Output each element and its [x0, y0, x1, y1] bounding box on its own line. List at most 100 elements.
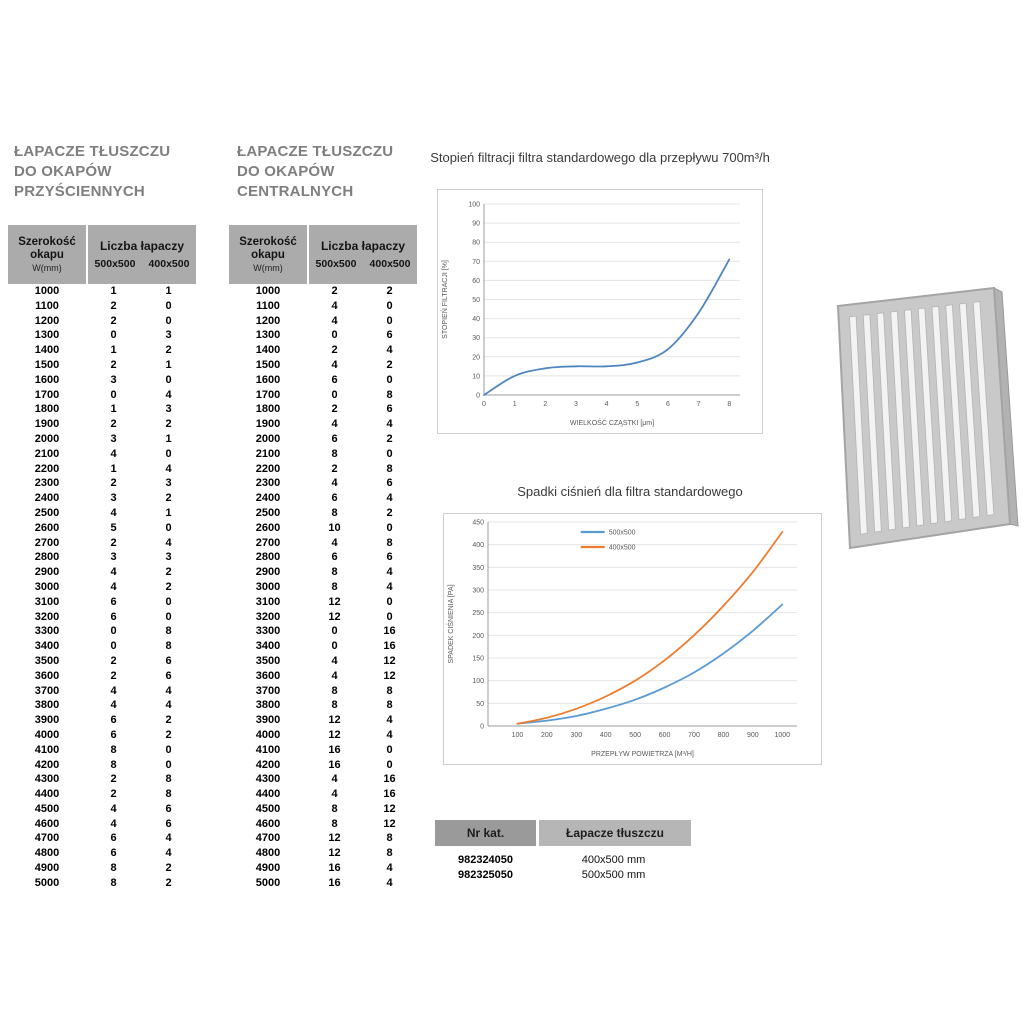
hood-width-cell: 4600 — [34, 817, 60, 830]
filter-count-cell: 12 — [328, 728, 341, 741]
filter-count-cell: 16 — [383, 640, 396, 653]
filter-count-cell: 3 — [165, 551, 172, 564]
filter-count-cell: 0 — [386, 758, 393, 771]
wall-hoods-row: 1400 1 2 — [8, 343, 196, 358]
filter-count-cell: 8 — [331, 817, 338, 830]
filter-count-cell: 4 — [110, 506, 117, 519]
hood-width-cell: 4900 — [34, 862, 60, 875]
hood-width-cell: 1900 — [255, 418, 281, 431]
central-hoods-row: 4400 4 16 — [229, 787, 417, 802]
filter-count-cell: 6 — [386, 477, 393, 490]
wall-hoods-row: 4200 8 0 — [8, 758, 196, 773]
filter-count-cell: 2 — [165, 876, 172, 889]
y-tick-label: 450 — [472, 520, 484, 527]
hood-width-cell: 5000 — [255, 876, 281, 889]
filtration-chart: 0 10 20 30 40 50 60 70 80 90 100 0 1 2 3 4 5 6 7 8 WIELKOŚĆ … — [437, 189, 763, 434]
hood-width-cell: 5000 — [34, 876, 60, 889]
filter-count-cell: 4 — [386, 566, 393, 579]
hood-width-cell: 4100 — [255, 743, 281, 756]
y-tick-label: 100 — [472, 678, 484, 685]
hood-width-cell: 2500 — [255, 506, 281, 519]
hood-width-cell: 3700 — [255, 684, 281, 697]
central-hoods-row: 4300 4 16 — [229, 772, 417, 787]
filter-count-cell: 4 — [165, 388, 172, 401]
filter-count-cell: 0 — [110, 329, 117, 342]
central-hoods-row: 2200 2 8 — [229, 462, 417, 477]
filter-count-cell: 2 — [165, 728, 172, 741]
filter-count-cell: 2 — [165, 580, 172, 593]
wall-hoods-row: 2500 4 1 — [8, 506, 196, 521]
x-tick-label: 3 — [574, 401, 578, 408]
hood-width-cell: 2200 — [255, 462, 281, 475]
wall-hoods-row: 1100 2 0 — [8, 299, 196, 314]
title-line: CENTRALNYCH — [237, 183, 354, 200]
hood-width-cell: 3300 — [255, 625, 281, 638]
central-hoods-row: 3000 8 4 — [229, 580, 417, 595]
hood-width-cell: 1300 — [34, 329, 60, 342]
x-axis-label: PRZEPŁYW POWIETRZA [M³/H] — [591, 751, 694, 758]
central-hoods-row: 4600 8 12 — [229, 817, 417, 832]
hood-width-cell: 2000 — [34, 432, 60, 445]
filter-count-cell: 8 — [386, 462, 393, 475]
filter-count-cell: 0 — [386, 610, 393, 623]
central-hoods-title: ŁAPACZE TŁUSZCZU DO OKAPÓW CENTRALNYCH — [237, 142, 393, 202]
filter-count-cell: 2 — [386, 285, 393, 297]
wall-hoods-row: 3100 6 0 — [8, 595, 196, 610]
header-line: okapu — [251, 248, 285, 261]
hood-width-cell: 2900 — [255, 566, 281, 579]
y-tick-label: 40 — [472, 316, 480, 323]
pressure-drop-chart-title: Spadki ciśnień dla filtra standardowego — [517, 484, 743, 499]
wall-hoods-row: 1300 0 3 — [8, 328, 196, 343]
filter-count-cell: 4 — [165, 832, 172, 845]
filter-count-cell: 4 — [331, 654, 338, 667]
filter-slat — [931, 305, 953, 523]
wall-hoods-row: 4000 6 2 — [8, 728, 196, 743]
filter-count-cell: 6 — [331, 373, 338, 386]
y-tick-label: 200 — [472, 633, 484, 640]
x-tick-label: 100 — [512, 732, 524, 739]
hood-width-cell: 3300 — [34, 625, 60, 638]
wall-hoods-row: 4300 2 8 — [8, 772, 196, 787]
y-tick-label: 350 — [472, 565, 484, 572]
filter-slat — [849, 315, 868, 535]
filter-count-cell: 16 — [328, 743, 341, 756]
filter-count-cell: 2 — [386, 358, 393, 371]
wall-hoods-row: 4400 2 8 — [8, 787, 196, 802]
central-hoods-row: 1700 0 8 — [229, 388, 417, 403]
hood-width-cell: 3000 — [34, 580, 60, 593]
filter-count-cell: 0 — [165, 595, 172, 608]
width-column-header: Szerokość okapu W(mm) — [229, 225, 309, 284]
hood-width-cell: 3800 — [34, 699, 60, 712]
filter-count-cell: 4 — [386, 876, 393, 889]
wall-hoods-row: 3600 2 6 — [8, 669, 196, 684]
table-body: 1000 1 1 1100 2 0 1200 2 0 1300 0 3 1400 1 2 1500 2 1 1600… — [8, 284, 196, 891]
wall-hoods-row: 2900 4 2 — [8, 565, 196, 580]
filter-count-cell: 12 — [383, 802, 396, 815]
hood-width-cell: 4700 — [34, 832, 60, 845]
filter-count-cell: 8 — [331, 684, 338, 697]
hood-width-cell: 4300 — [255, 773, 281, 786]
central-hoods-row: 2100 8 0 — [229, 447, 417, 462]
x-tick-label: 7 — [697, 401, 701, 408]
filter-count-cell: 1 — [165, 358, 172, 371]
filter-count-cell: 12 — [328, 595, 341, 608]
legend-label-400x500: 400x500 — [609, 545, 636, 552]
wall-hoods-title: ŁAPACZE TŁUSZCZU DO OKAPÓW PRZYŚCIENNYCH — [14, 142, 170, 202]
hood-width-cell: 1100 — [35, 299, 59, 312]
filter-count-cell: 6 — [386, 403, 393, 416]
central-hoods-row: 4500 8 12 — [229, 802, 417, 817]
title-line: DO OKAPÓW — [14, 163, 112, 180]
hood-width-cell: 2700 — [255, 536, 281, 549]
catalog-number-table: Nr kat. Łapacze tłuszczu 982324050 400x50… — [435, 820, 691, 883]
hood-width-cell: 1800 — [255, 403, 281, 416]
filter-count-cell: 2 — [110, 773, 117, 786]
filter-count-cell: 6 — [386, 329, 393, 342]
baffle-filter-image — [836, 286, 1019, 550]
wall-hoods-row: 4700 6 4 — [8, 831, 196, 846]
filter-count-cell: 0 — [165, 610, 172, 623]
header-line: W(mm) — [253, 262, 283, 273]
central-hoods-row: 5000 16 4 — [229, 876, 417, 891]
filter-count-cell: 2 — [165, 418, 172, 431]
hood-width-cell: 2000 — [255, 432, 281, 445]
